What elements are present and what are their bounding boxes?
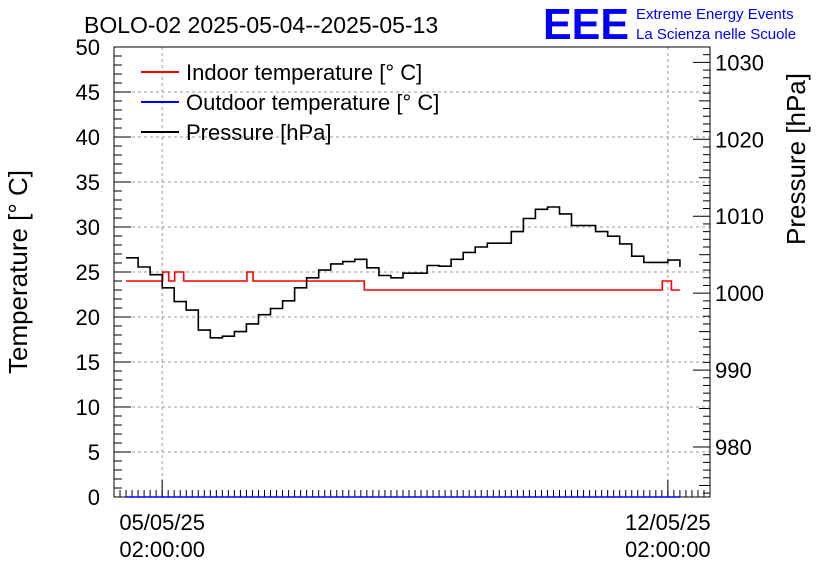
legend-label-2: Pressure [hPa]	[186, 120, 332, 145]
logo-line-2: La Scienza nelle Scuole	[636, 26, 796, 43]
y-tick-label: 30	[76, 215, 100, 240]
legend: Indoor temperature [° C] Outdoor temperat…	[141, 60, 439, 145]
y-axis-label: Temperature [° C]	[3, 170, 33, 374]
y-tick-label: 45	[76, 80, 100, 105]
y-tick-label: 10	[76, 395, 100, 420]
axes: 0 5 10 15 20 25 30 35 40 45 50 980 990 1000 1010 1020 10…	[76, 35, 764, 562]
x-tick-label-time: 02:00:00	[119, 537, 205, 562]
series-layer	[126, 206, 681, 498]
y-tick-label: 5	[88, 440, 100, 465]
y2-tick-label: 1000	[715, 281, 764, 306]
y-tick-label: 0	[88, 485, 100, 510]
series-line-0	[126, 271, 680, 291]
eee-logo: EEE Extreme Energy Events La Scienza nel…	[543, 0, 796, 49]
x-tick-label-date: 05/05/25	[119, 510, 205, 535]
y2-tick-label: 1010	[715, 204, 764, 229]
series-line-2	[126, 206, 681, 339]
y-tick-label: 20	[76, 305, 100, 330]
y2-tick-label: 1020	[715, 127, 764, 152]
legend-label-0: Indoor temperature [° C]	[186, 60, 422, 85]
y-tick-label: 15	[76, 350, 100, 375]
logo-line-1: Extreme Energy Events	[636, 6, 794, 23]
y-tick-label: 25	[76, 260, 100, 285]
y2-axis-label: Pressure [hPa]	[781, 73, 811, 245]
chart-title: BOLO-02 2025-05-04--2025-05-13	[84, 12, 438, 38]
y-tick-label: 50	[76, 35, 100, 60]
legend-label-1: Outdoor temperature [° C]	[186, 90, 439, 115]
x-tick-label-time: 02:00:00	[625, 537, 711, 562]
logo-mark: EEE	[543, 0, 629, 49]
y2-tick-label: 980	[715, 435, 752, 460]
y-tick-label: 40	[76, 125, 100, 150]
y2-tick-label: 990	[715, 358, 752, 383]
x-tick-label-date: 12/05/25	[625, 510, 711, 535]
y-tick-label: 35	[76, 170, 100, 195]
y2-tick-label: 1030	[715, 50, 764, 75]
